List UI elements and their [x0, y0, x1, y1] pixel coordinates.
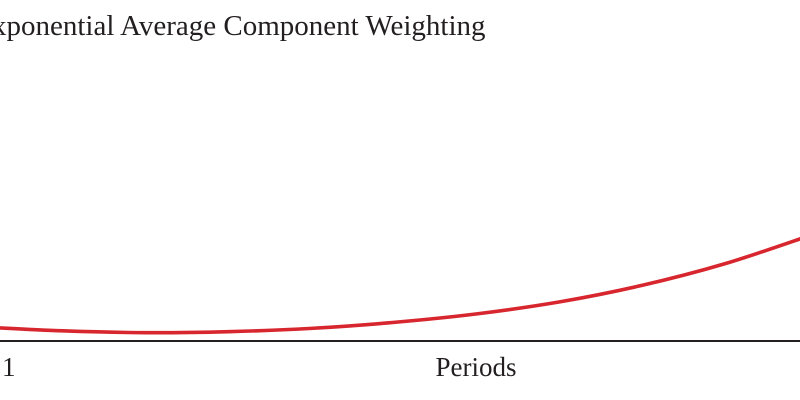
x-tick-label: 1 — [2, 352, 16, 382]
x-axis-label: Periods — [436, 352, 517, 382]
series-line-0 — [0, 237, 800, 335]
x-tick-labels: 1 — [2, 352, 16, 382]
chart-title: xponential Average Component Weighting — [0, 10, 486, 42]
plot-area — [0, 237, 800, 335]
